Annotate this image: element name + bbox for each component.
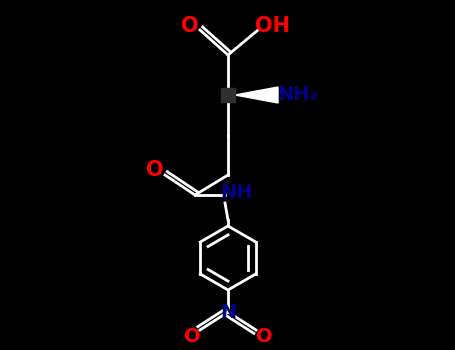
Text: O: O xyxy=(146,160,164,180)
Text: O: O xyxy=(256,327,272,345)
Text: NH: NH xyxy=(221,182,253,202)
Text: OH: OH xyxy=(254,16,289,36)
Polygon shape xyxy=(235,87,278,103)
Polygon shape xyxy=(221,88,235,102)
Text: O: O xyxy=(184,327,200,345)
Text: NH₂: NH₂ xyxy=(278,85,318,105)
Text: O: O xyxy=(181,16,199,36)
Text: N: N xyxy=(220,302,236,322)
